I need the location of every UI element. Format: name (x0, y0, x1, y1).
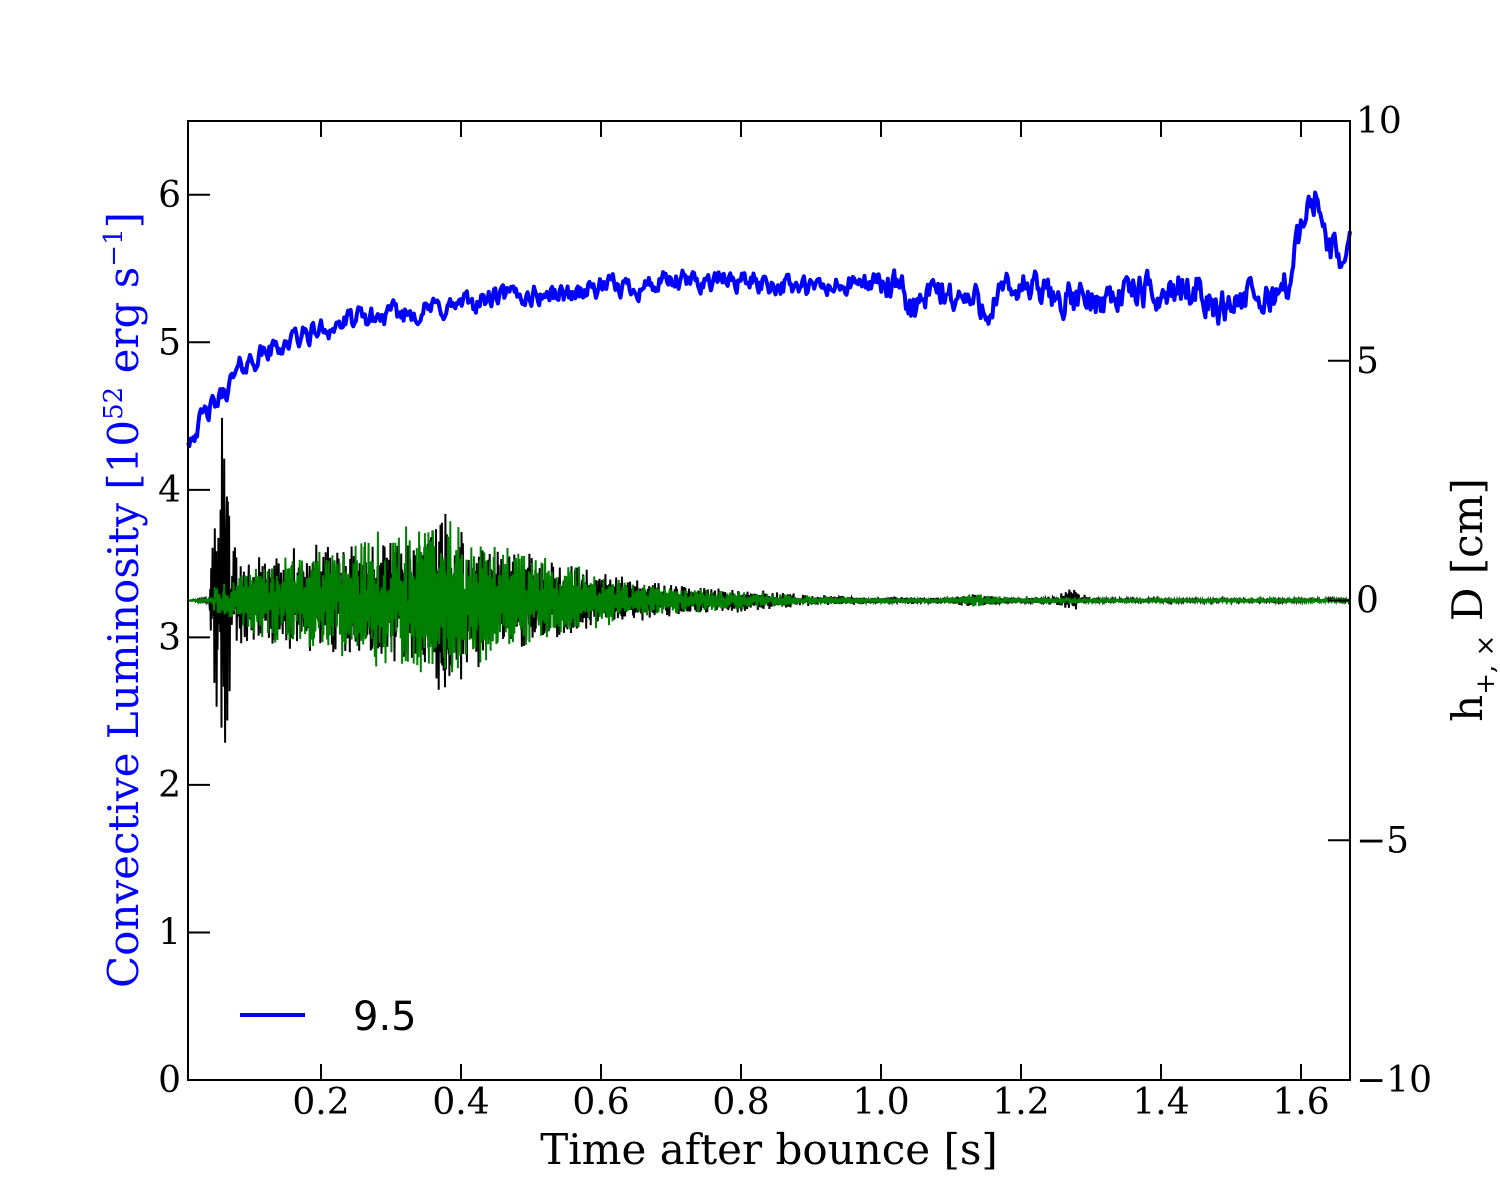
right-y-tick-label: 10 (1356, 101, 1402, 142)
right-axis-label-sub: +, × (1471, 635, 1500, 695)
right-y-tick-label: −5 (1356, 820, 1409, 861)
right-y-tick-label: 0 (1356, 581, 1379, 622)
left-axis-label-exponent: 52 (99, 387, 129, 420)
data-traces (186, 190, 1352, 743)
left-y-tick-label: 0 (158, 1060, 181, 1101)
left-axis-label-main: Convective Luminosity [10 (99, 420, 148, 988)
right-axis-label-main: h (1443, 695, 1492, 722)
left-y-tick-label: 3 (158, 617, 181, 658)
left-y-tick-label: 1 (158, 912, 181, 953)
left-y-tick-label: 2 (158, 765, 181, 806)
right-y-tick-label: 5 (1356, 341, 1379, 382)
left-axis-label-unit: erg s (99, 267, 148, 387)
legend: 9.5 (240, 994, 417, 1040)
left-y-axis: 0 1 2 3 4 5 6 (158, 175, 210, 1101)
x-tick-label: 0.8 (712, 1082, 769, 1123)
x-tick-label: 1.0 (852, 1082, 909, 1123)
left-y-tick-label: 5 (158, 322, 181, 363)
left-axis-label-exponent2: −1 (99, 228, 129, 266)
x-tick-label: 0.6 (572, 1082, 629, 1123)
x-tick-label: 1.4 (1132, 1082, 1189, 1123)
legend-label-9-5: 9.5 (353, 994, 417, 1040)
right-y-axis: −10 −5 0 5 10 (1328, 101, 1432, 1101)
x-tick-label: 0.2 (292, 1082, 349, 1123)
right-axis-label-end: D [cm] (1443, 478, 1492, 635)
x-axis: 0.2 0.4 0.6 0.8 1.0 1.2 1.4 1.6 (292, 121, 1330, 1123)
left-axis-label-end: ] (99, 212, 148, 228)
left-y-tick-label: 6 (158, 175, 181, 216)
x-tick-label: 1.2 (992, 1082, 1049, 1123)
convective-luminosity-line (186, 190, 1352, 449)
left-y-tick-label: 4 (158, 470, 181, 511)
x-axis-label: Time after bounce [s] (540, 1125, 998, 1174)
right-axis-label: h+, × D [cm] (1443, 478, 1500, 722)
left-axis-label: Convective Luminosity [1052 erg s−1] (99, 212, 148, 988)
x-tick-label: 0.4 (432, 1082, 489, 1123)
x-tick-label: 1.6 (1272, 1082, 1329, 1123)
strain-cross-line (188, 521, 1351, 673)
right-y-tick-label: −10 (1356, 1060, 1432, 1101)
